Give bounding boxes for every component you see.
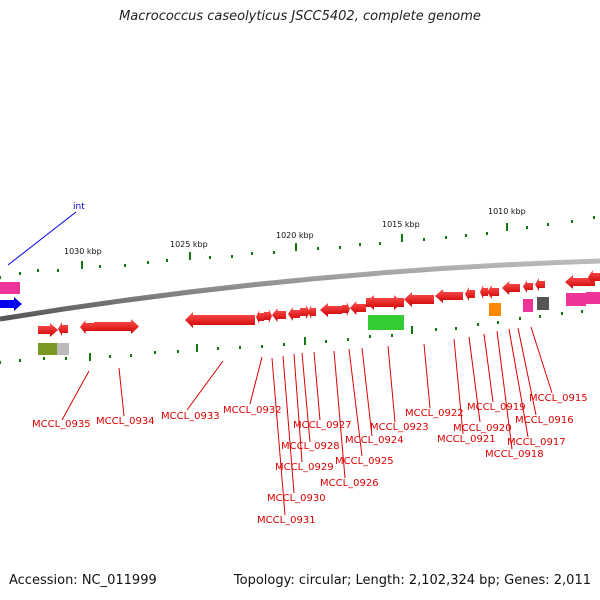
gene-label: MCCL_0922 (405, 408, 464, 419)
gene-arrow (350, 301, 366, 315)
genome-backbone (0, 258, 600, 322)
gene-arrow (320, 303, 342, 317)
gene-arrow (300, 305, 310, 319)
gene-arrow (435, 289, 463, 303)
gene-leader-line (301, 352, 311, 443)
int-gene-arrow (0, 297, 22, 311)
gene-label: MCCL_0931 (257, 515, 316, 526)
gene-label: MCCL_0916 (515, 415, 574, 426)
gene-arrow (272, 308, 286, 322)
gene-label: MCCL_0934 (96, 416, 155, 427)
int-leader-line (7, 211, 77, 266)
gene-leader-line (118, 367, 125, 417)
kbp-label: 1030 kbp (64, 247, 102, 256)
gene-leader-line (271, 357, 286, 516)
gene-leader-line (313, 351, 321, 421)
gene-arrow (588, 270, 600, 284)
kbp-label: 1025 kbp (170, 240, 208, 249)
gene-arrow (366, 295, 402, 310)
gene-label: MCCL_0928 (281, 441, 340, 452)
gene-label: MCCL_0926 (320, 478, 379, 489)
gene-leader-line (61, 370, 90, 421)
gene-label: MCCL_0935 (32, 419, 91, 430)
topology-text: Topology: circular; Length: 2,102,324 bp… (233, 573, 591, 588)
gene-label: MCCL_0920 (453, 423, 512, 434)
gene-label: MCCL_0923 (370, 422, 429, 433)
gene-label: MCCL_0932 (223, 405, 282, 416)
gene-label: MCCL_0927 (293, 420, 352, 431)
gene-leader-line (496, 330, 513, 450)
gene-label: MCCL_0921 (437, 434, 496, 445)
kbp-label: 1015 kbp (382, 220, 420, 229)
grey-feature (57, 343, 69, 355)
gene-arrow (523, 280, 533, 293)
pink-feature (586, 292, 600, 304)
gene-leader-line (348, 348, 363, 457)
int-label: int (73, 202, 85, 212)
gene-arrow (480, 285, 488, 299)
rna-feature (368, 315, 404, 330)
gene-leader-line (333, 350, 346, 479)
map-title: Macrococcus caseolyticus JSCC5402, compl… (119, 9, 481, 24)
gene-leader-line (530, 326, 553, 394)
gene-arrow (535, 278, 545, 291)
gene-arrow (308, 305, 316, 319)
gene-label: MCCL_0918 (485, 449, 544, 460)
gene-arrow (80, 320, 94, 334)
accession-text: Accession: NC_011999 (9, 573, 157, 588)
gene-arrow (465, 287, 475, 301)
gene-arrow (264, 309, 272, 323)
gene-label: MCCL_0924 (345, 435, 404, 446)
gene-leader-line (468, 336, 481, 423)
gene-arrow (565, 275, 595, 289)
pink-feature (566, 293, 586, 306)
gene-leader-line (483, 333, 494, 403)
gene-leader-line (508, 328, 529, 438)
gene-arrow (256, 310, 264, 324)
pink-feature (523, 299, 533, 312)
gene-leader-line (423, 343, 431, 409)
dark-feature (537, 297, 549, 310)
olive-feature (38, 343, 57, 355)
gene-arrow (288, 307, 300, 321)
gene-arrow (487, 285, 499, 299)
gene-arrow (185, 312, 255, 328)
gene-label: MCCL_0915 (529, 393, 588, 404)
gene-leader-line (293, 353, 303, 463)
gene-label: MCCL_0930 (267, 493, 326, 504)
gene-leader-line (387, 345, 396, 423)
pink-feature (0, 282, 20, 294)
gene-arrow (58, 322, 68, 336)
gene-label: MCCL_0919 (467, 402, 526, 413)
kbp-label: 1020 kbp (276, 231, 314, 240)
kbp-label: 1010 kbp (488, 207, 526, 216)
gene-arrow (38, 323, 58, 337)
gene-label: MCCL_0917 (507, 437, 566, 448)
gene-arrow (404, 292, 434, 307)
gene-leader-line (282, 355, 295, 494)
gene-leader-line (186, 360, 224, 411)
gene-leader-line (249, 356, 263, 405)
gene-leader-line (453, 338, 464, 435)
gene-arrow (342, 302, 350, 316)
gene-arrow (94, 319, 139, 334)
gene-label: MCCL_0929 (275, 462, 334, 473)
gene-leader-line (517, 327, 537, 416)
orange-feature (489, 303, 501, 316)
gene-label: MCCL_0925 (335, 456, 394, 467)
gene-label: MCCL_0933 (161, 411, 220, 422)
gene-arrow (502, 281, 520, 295)
gene-leader-line (361, 347, 373, 437)
